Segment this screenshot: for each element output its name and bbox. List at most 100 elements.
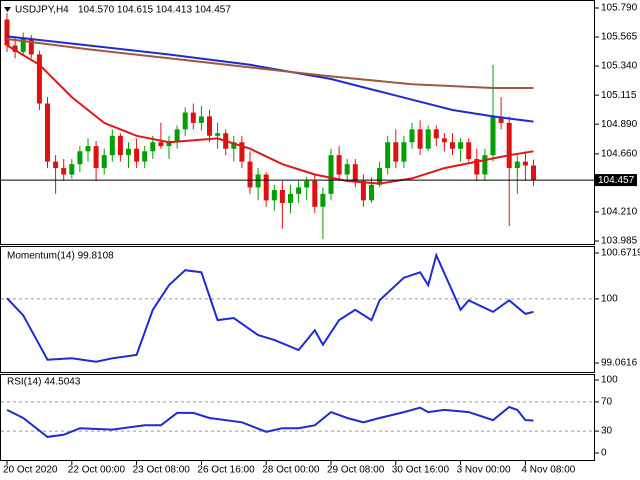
candle-body [142,151,148,162]
candle-body [12,45,18,52]
candle-body [385,142,391,169]
y-tick-label: 70 [601,397,613,408]
candle-body [101,155,107,169]
chart-title: USDJPY,H4 [15,5,69,16]
candle-body [166,140,172,147]
y-tick-label: 30 [601,426,613,437]
candle-body [312,180,318,207]
x-tick-label: 28 Oct 00:00 [262,465,320,476]
candle-body [85,146,91,152]
x-tick-label: 3 Nov 00:00 [457,465,511,476]
candle-body [231,142,237,149]
y-tick-label: 105.790 [601,3,638,14]
candle-body [377,168,383,185]
candle-body [28,38,34,55]
candle-body [4,19,10,46]
indicator-line [6,252,534,363]
candle-body [531,165,536,181]
candle-body [263,174,269,201]
moving-average [6,38,534,89]
candle-body [401,142,407,162]
y-tick-label: 100 [601,294,618,305]
candle-body [441,138,447,143]
candle-body [522,161,528,166]
x-tick-label: 30 Oct 16:00 [392,465,450,476]
moving-average [6,44,534,185]
x-tick-label: 29 Oct 08:00 [327,465,385,476]
candle-body [20,38,26,52]
candle-body [134,148,140,162]
candle-body [61,168,67,175]
candle-body [77,151,83,165]
y-tick-label: 105.115 [601,90,637,101]
candle-body [288,193,293,203]
candle-body [482,155,488,175]
y-tick-label: 99.0616 [601,358,638,369]
candle-body [320,193,326,207]
candle-body [271,190,277,201]
rsi-panel-frame [0,374,595,461]
x-tick-label: 26 Oct 16:00 [197,465,255,476]
moving-average [6,35,534,123]
candle-body [109,135,115,156]
candle-body [360,180,366,201]
x-tick-label: 4 Nov 08:00 [521,465,575,476]
candle-body [53,161,59,169]
x-tick-label: 22 Oct 00:00 [68,465,126,476]
y-tick-label: 100.6719 [601,248,640,259]
candle-body [182,112,188,130]
candle-body [450,142,455,149]
candle-body [117,135,123,156]
candle-body [506,122,512,169]
chart-subtitle: 104.570 104.615 104.413 104.457 [78,5,231,16]
candle-body [215,133,221,136]
momentum-title: Momentum(14) 99.8108 [7,251,114,262]
candle-body [255,174,261,188]
candle-body [174,129,180,141]
y-tick-label: 104.890 [601,119,638,130]
candle-body [409,129,415,143]
candle-body [498,116,504,123]
momentum-panel-frame [0,246,595,373]
candle-body [490,116,496,156]
y-tick-label: 104.660 [601,149,638,160]
candle-body [425,129,431,149]
candle-body [69,164,75,175]
y-tick-label: 0 [601,448,607,459]
candle-body [247,161,253,188]
main-panel-frame [0,0,595,245]
candle-body [207,116,212,136]
last-price-tag [595,174,637,187]
candle-body [433,129,439,139]
candle-body [36,54,42,104]
candle-body [239,142,245,162]
candle-body [417,129,423,149]
x-tick-label: 23 Oct 08:00 [133,465,191,476]
candle-body [514,161,520,169]
indicator-line [6,405,534,438]
candle-body [352,164,358,181]
y-tick-label: 100 [601,375,618,386]
y-tick-label: 105.565 [601,32,638,43]
candle-body [190,112,196,123]
candle-body [279,190,285,203]
candle-body [150,142,156,152]
candle-body [466,142,472,160]
collapse-icon[interactable] [4,7,11,12]
candle-body [93,146,99,169]
candle-body [458,142,464,149]
candle-body [369,184,374,201]
candle-body [198,116,204,123]
candle-body [304,180,310,188]
last-price-label: 104.457 [598,175,635,186]
candle-body [126,148,131,156]
rsi-title: RSI(14) 44.5043 [7,377,81,388]
candle-body [296,187,302,194]
x-tick-label: 20 Oct 2020 [3,465,58,476]
candle-body [328,155,334,194]
candle-body [344,164,350,175]
candle-body [336,155,342,175]
y-tick-label: 105.340 [601,61,638,72]
candle-body [393,142,399,162]
